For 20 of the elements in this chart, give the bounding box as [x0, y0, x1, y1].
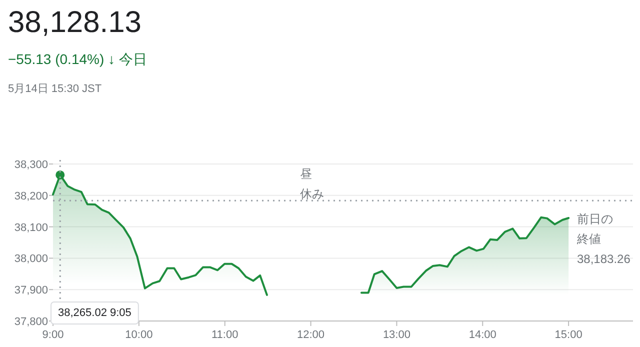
y-tick-label: 38,200	[14, 190, 48, 202]
y-tick-label: 38,300	[14, 159, 48, 171]
y-tick-label: 37,900	[14, 284, 48, 297]
x-tick-label: 12:00	[297, 329, 325, 341]
chart-subtitle: −55.13 (0.14%) ↓ 今日	[8, 51, 147, 67]
y-tick-label: 37,800	[14, 316, 48, 328]
y-tick-label: 38,000	[14, 253, 48, 266]
annotation: 38,265.02 9:05	[58, 307, 132, 319]
x-tick-label: 10:00	[125, 329, 153, 341]
annotation: 昼	[300, 167, 312, 181]
ref-line-label: 前日の終値 38,183.26	[577, 210, 632, 268]
annotation: 休み	[300, 187, 324, 201]
chart-title: 38,128.13	[8, 6, 142, 39]
x-tick-label: 13:00	[382, 329, 410, 341]
x-tick-label: 9:00	[42, 329, 64, 341]
x-tick-label: 15:00	[554, 329, 582, 341]
x-tick-label: 14:00	[468, 329, 496, 341]
y-tick-label: 38,100	[14, 222, 48, 234]
x-tick-label: 11:00	[211, 329, 238, 341]
text: 5月14日 15:30 JST	[8, 83, 102, 95]
